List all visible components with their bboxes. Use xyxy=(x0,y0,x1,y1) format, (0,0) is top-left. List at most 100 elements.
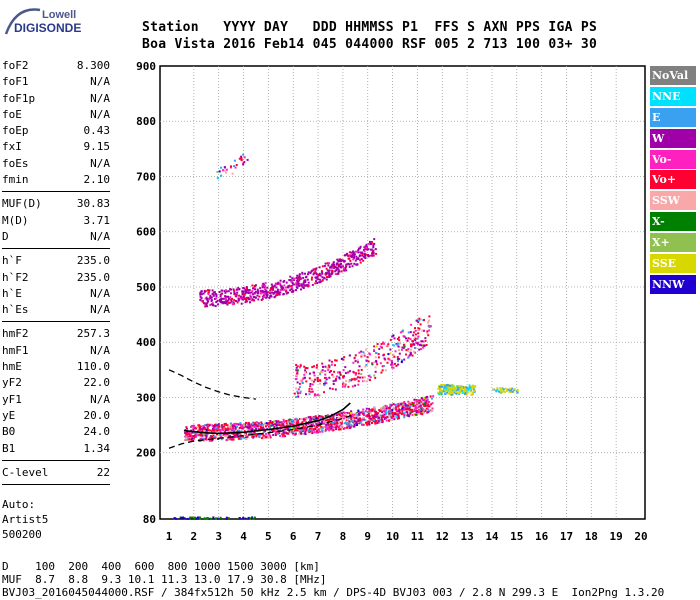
echo-point xyxy=(206,427,209,430)
echo-point xyxy=(330,423,333,426)
echo-point xyxy=(360,368,363,371)
echo-point xyxy=(379,414,382,417)
echo-point xyxy=(295,396,298,398)
echo-point xyxy=(305,423,308,426)
echo-point xyxy=(313,374,316,377)
echo-point xyxy=(243,436,246,439)
echo-point xyxy=(265,436,267,439)
echo-point xyxy=(357,258,360,260)
echo-point xyxy=(371,363,374,366)
echo-point xyxy=(403,414,406,417)
echo-point xyxy=(275,421,278,424)
echo-point xyxy=(219,301,222,303)
echo-point xyxy=(342,383,345,386)
echo-point xyxy=(295,286,298,289)
echo-point xyxy=(382,342,385,345)
echo-point xyxy=(324,415,327,417)
echo-point xyxy=(373,419,375,421)
echo-point xyxy=(339,373,342,376)
echo-point xyxy=(419,323,422,326)
echo-point xyxy=(399,409,402,412)
echo-point xyxy=(342,376,345,379)
echo-point xyxy=(235,295,238,298)
echo-point xyxy=(352,415,354,418)
echo-point xyxy=(240,155,243,158)
echo-point xyxy=(496,387,499,390)
echo-point xyxy=(345,417,348,420)
echo-point xyxy=(387,357,390,360)
echo-point xyxy=(337,263,340,266)
echo-point xyxy=(271,286,273,289)
echo-point xyxy=(395,408,398,411)
echo-point xyxy=(314,270,317,273)
echo-point xyxy=(414,405,416,408)
echo-point xyxy=(254,421,257,424)
echo-point xyxy=(238,157,241,160)
echo-point xyxy=(314,394,317,397)
echo-point xyxy=(242,296,245,298)
echo-point xyxy=(261,295,264,298)
echo-point xyxy=(296,278,299,281)
echo-point xyxy=(241,427,244,430)
echo-point xyxy=(199,293,202,296)
echo-point xyxy=(309,272,312,275)
echo-point xyxy=(366,415,369,418)
echo-point xyxy=(365,380,368,383)
echo-point xyxy=(299,392,302,395)
echo-point xyxy=(365,359,368,362)
echo-point xyxy=(218,425,220,428)
echo-point xyxy=(250,432,253,435)
echo-point xyxy=(337,420,340,423)
echo-point xyxy=(418,341,421,344)
echo-point xyxy=(422,346,425,349)
echo-point xyxy=(243,156,246,159)
echo-point xyxy=(508,389,511,392)
echo-point xyxy=(379,420,382,423)
echo-point xyxy=(418,317,421,320)
echo-point xyxy=(393,406,396,409)
echo-point xyxy=(348,420,351,423)
echo-point xyxy=(217,176,219,179)
echo-point xyxy=(254,296,257,299)
echo-point xyxy=(282,293,285,296)
echo-point xyxy=(213,427,216,430)
echo-point xyxy=(220,299,223,302)
echo-point xyxy=(260,421,263,424)
echo-point xyxy=(390,404,393,407)
echo-point xyxy=(202,292,205,295)
echo-point xyxy=(371,408,374,411)
param-label: foEs xyxy=(2,156,29,170)
echo-point xyxy=(389,418,392,421)
echo-point xyxy=(246,423,249,426)
echo-point xyxy=(317,274,320,277)
echo-point xyxy=(379,410,381,413)
y-tick-label: 600 xyxy=(136,226,156,239)
echo-point xyxy=(271,421,274,423)
echo-point xyxy=(262,294,265,297)
echo-point xyxy=(265,296,268,299)
echo-point xyxy=(388,412,391,415)
echo-point xyxy=(330,270,333,273)
echo-point xyxy=(226,427,229,430)
echo-point xyxy=(321,371,324,373)
echo-point xyxy=(297,281,300,284)
echo-point xyxy=(350,415,352,418)
echo-point xyxy=(334,273,337,276)
echo-point xyxy=(394,415,397,418)
echo-point xyxy=(270,295,273,298)
echo-point xyxy=(343,383,346,386)
echo-point xyxy=(358,365,361,368)
echo-point xyxy=(500,390,503,393)
echo-point xyxy=(295,374,298,377)
echo-point xyxy=(245,299,248,301)
echo-point xyxy=(235,429,238,431)
echo-point xyxy=(207,293,210,295)
echo-point xyxy=(373,408,376,411)
echo-point xyxy=(199,438,202,441)
echo-point xyxy=(368,411,371,413)
echo-point xyxy=(258,295,261,298)
echo-point xyxy=(359,251,362,254)
echo-point xyxy=(265,422,268,425)
echo-point xyxy=(266,286,269,289)
echo-point xyxy=(367,422,370,425)
